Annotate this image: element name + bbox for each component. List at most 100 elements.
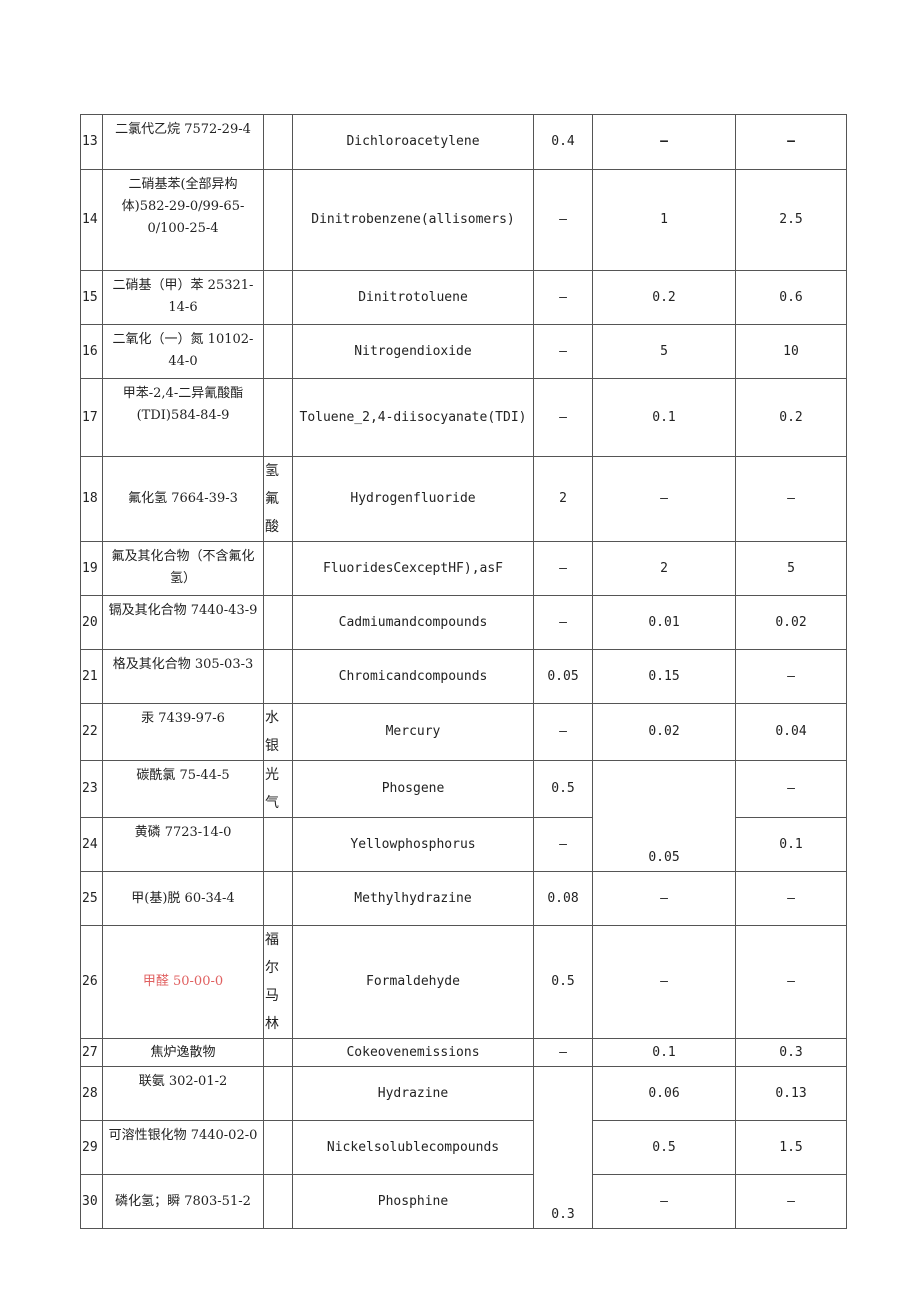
limit-value-2: 5 [592, 324, 736, 379]
alias-name: 水银 [265, 710, 279, 754]
limit-value-2: — [592, 456, 736, 542]
limit-value-3: 5 [735, 541, 847, 596]
limit-value-1: — [533, 703, 593, 761]
limit-value-2: 0.15 [592, 649, 736, 704]
english-name: Dichloroacetylene [292, 114, 534, 170]
english-name: FluoridesCexceptHF),asF [292, 541, 534, 596]
limit-value-2: 0.5 [592, 1120, 736, 1175]
english-name: Mercury [292, 703, 534, 761]
table-body: 13 二氯代乙烷 7572-29-4 Dichloroacetylene 0.4— —1… [80, 114, 847, 1229]
alias-cell [263, 541, 293, 596]
row-number: 27 [80, 1038, 103, 1067]
table-row: 15 二硝基（甲）苯 25321-14-6 Dinitrotoluene —0.2 0.… [80, 270, 847, 325]
row-number: 24 [80, 817, 103, 872]
alias-cell [263, 1066, 293, 1121]
chinese-name-cas: 联氨 302-01-2 [102, 1066, 264, 1121]
limit-value-3: 0.2 [735, 378, 847, 457]
limit-value-1: — [533, 169, 593, 271]
table-row: 24 黄磷 7723-14-0 Yellowphosphorus — 0.1 [80, 817, 847, 872]
alias-cell: 氢氟酸 [263, 456, 293, 542]
limit-value-1: — [533, 270, 593, 325]
limit-value-3: — [735, 925, 847, 1039]
english-name: Hydrazine [292, 1066, 534, 1121]
row-number: 25 [80, 871, 103, 926]
alias-cell [263, 649, 293, 704]
chinese-name-cas: 格及其化合物 305-03-3 [102, 649, 264, 704]
row-number: 17 [80, 378, 103, 457]
english-name: Nitrogendioxide [292, 324, 534, 379]
row-number: 30 [80, 1174, 103, 1229]
limit-value-1: 0.3 [533, 1066, 593, 1229]
table-row: 30 磷化氢；瞬 7803-51-2 Phosphine — — [80, 1174, 847, 1229]
table-row: 20 镉及其化合物 7440-43-9 Cadmiumandcompounds —0.… [80, 595, 847, 650]
chinese-name-cas: 氟化氢 7664-39-3 [102, 456, 264, 542]
english-name: Phosphine [292, 1174, 534, 1229]
limit-value-2: — [592, 925, 736, 1039]
table-row: 22 汞 7439-97-6 水银 Mercury —0.02 0.04 [80, 703, 847, 761]
english-name: Phosgene [292, 760, 534, 818]
chinese-name-cas: 甲苯-2,4-二异氰酸酯(TDI)584-84-9 [102, 378, 264, 457]
limit-value-2: — [592, 871, 736, 926]
english-name: Nickelsolublecompounds [292, 1120, 534, 1175]
table-row: 19 氟及其化合物（不含氟化氢） FluoridesCexceptHF),asF —2… [80, 541, 847, 596]
table-row: 17 甲苯-2,4-二异氰酸酯(TDI)584-84-9 Toluene_2,4-d… [80, 378, 847, 457]
limit-value-2: — [592, 1174, 736, 1229]
row-number: 29 [80, 1120, 103, 1175]
table-row: 25 甲(基)脱 60-34-4 Methylhydrazine 0.08— — [80, 871, 847, 926]
limit-value-1: 0.08 [533, 871, 593, 926]
alias-cell [263, 817, 293, 872]
row-number: 23 [80, 760, 103, 818]
limit-value-1: — [533, 1038, 593, 1067]
english-name: Cokeovenemissions [292, 1038, 534, 1067]
chinese-name-cas: 汞 7439-97-6 [102, 703, 264, 761]
alias-cell [263, 1174, 293, 1229]
limit-value-3: 2.5 [735, 169, 847, 271]
english-name: Cadmiumandcompounds [292, 595, 534, 650]
row-number: 18 [80, 456, 103, 542]
limit-value-1: 0.05 [533, 649, 593, 704]
table-row: 23 碳酰氯 75-44-5 光气 Phosgene 0.5 0.05— [80, 760, 847, 872]
chinese-name-cas: 碳酰氯 75-44-5 [102, 760, 264, 818]
alias-cell: 水银 [263, 703, 293, 761]
row-number: 21 [80, 649, 103, 704]
exposure-limits-table: 13 二氯代乙烷 7572-29-4 Dichloroacetylene 0.4— —1… [80, 114, 847, 1229]
limit-value-3: 0.6 [735, 270, 847, 325]
limit-value-2: 2 [592, 541, 736, 596]
chinese-name-cas: 焦炉逸散物 [102, 1038, 264, 1067]
table-row: 28 联氨 302-01-2 Hydrazine 0.3 0.06 0.13 [80, 1066, 847, 1229]
alias-cell [263, 114, 293, 170]
chinese-name-cas: 黄磷 7723-14-0 [102, 817, 264, 872]
chinese-name-cas: 磷化氢；瞬 7803-51-2 [102, 1174, 264, 1229]
english-name: Yellowphosphorus [292, 817, 534, 872]
limit-value-1: 0.4 [533, 114, 593, 170]
alias-cell [263, 270, 293, 325]
row-number: 26 [80, 925, 103, 1039]
limit-value-2: 0.02 [592, 703, 736, 761]
limit-value-1: 2 [533, 456, 593, 542]
limit-value-1: 0.5 [533, 925, 593, 1039]
row-number: 19 [80, 541, 103, 596]
row-number: 14 [80, 169, 103, 271]
limit-value-3: 0.02 [735, 595, 847, 650]
alias-cell [263, 378, 293, 457]
table-row: 29 可溶性银化物 7440-02-0 Nickelsolublecompounds… [80, 1120, 847, 1175]
alias-name: 光气 [265, 767, 279, 811]
table-row: 27 焦炉逸散物 Cokeovenemissions —0.1 0.3 [80, 1038, 847, 1067]
row-number: 28 [80, 1066, 103, 1121]
limit-value-1: — [533, 378, 593, 457]
limit-value-2: 0.1 [592, 1038, 736, 1067]
english-name: Hydrogenfluoride [292, 456, 534, 542]
alias-cell [263, 169, 293, 271]
table-row: 26 甲醛 50-00-0 福尔马林 Formaldehyde 0.5— — [80, 925, 847, 1039]
chinese-name-cas: 二硝基苯(全部异构体)582-29-0/99-65-0/100-25-4 [102, 169, 264, 271]
english-name: Dinitrotoluene [292, 270, 534, 325]
limit-value-3: 1.5 [735, 1120, 847, 1175]
english-name: Toluene_2,4-diisocyanate(TDI) [292, 378, 534, 457]
alias-cell [263, 1120, 293, 1175]
alias-cell [263, 1038, 293, 1067]
limit-value-1: — [533, 817, 593, 872]
alias-name: 福尔马林 [265, 932, 279, 1032]
english-name: Formaldehyde [292, 925, 534, 1039]
limit-value-3: — [735, 1174, 847, 1229]
table-row: 18 氟化氢 7664-39-3 氢氟酸 Hydrogenfluoride 2— — [80, 456, 847, 542]
